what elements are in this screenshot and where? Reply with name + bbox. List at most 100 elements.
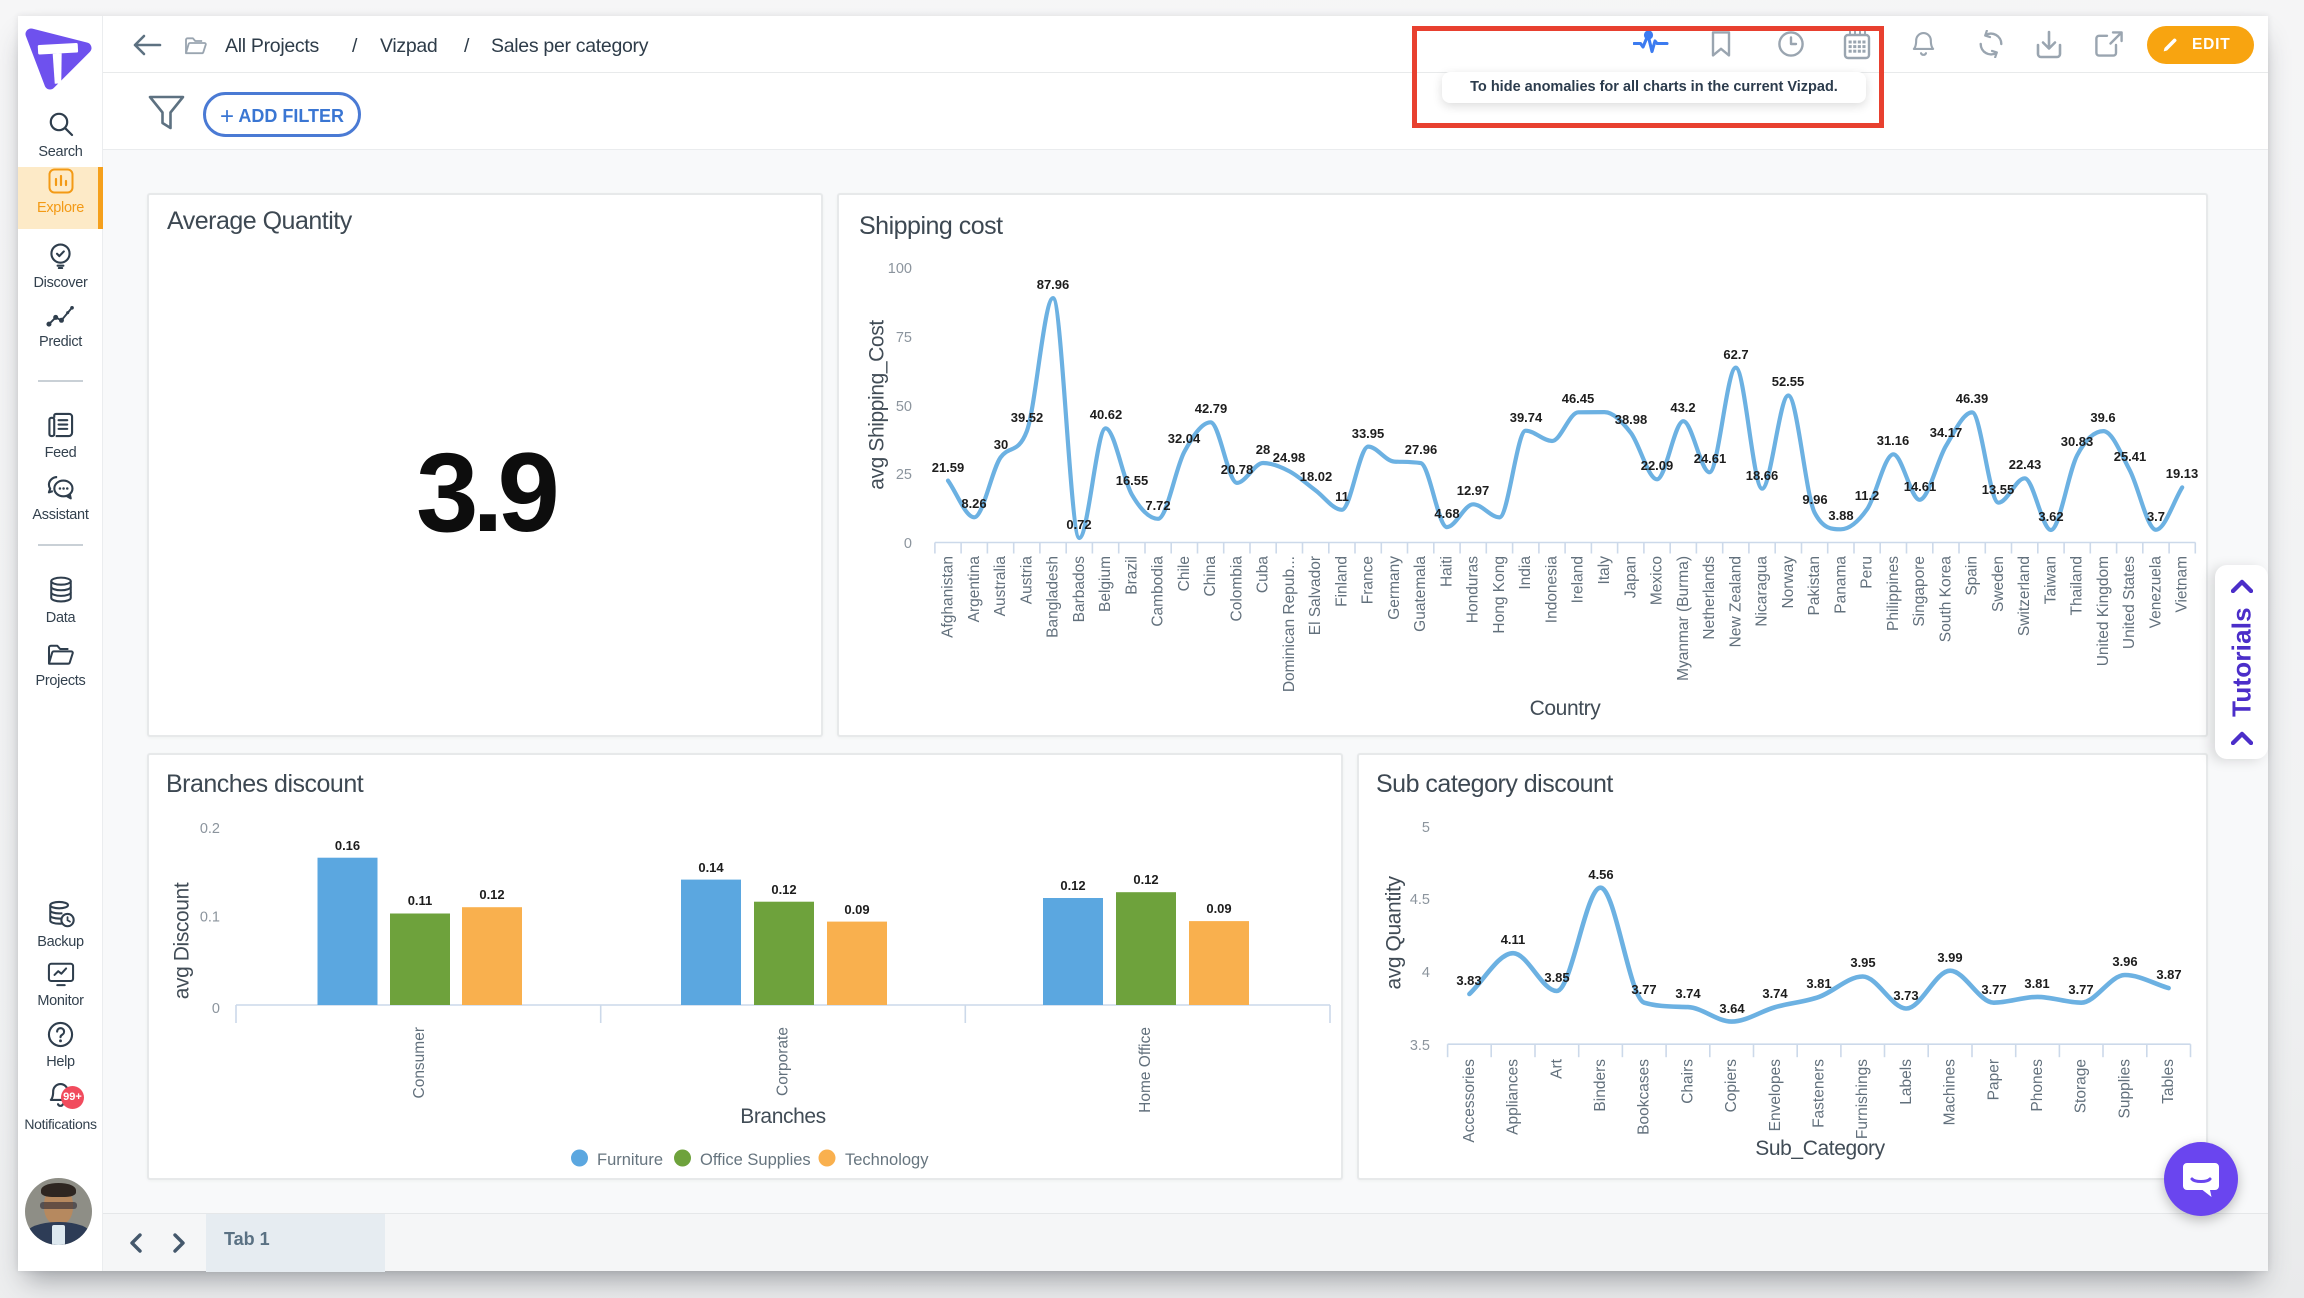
svg-text:32.04: 32.04	[1168, 431, 1201, 446]
svg-text:Paper: Paper	[1985, 1059, 2002, 1100]
svg-text:Appliances: Appliances	[1505, 1059, 1522, 1135]
svg-text:Hong Kong: Hong Kong	[1491, 556, 1508, 634]
svg-text:Argentina: Argentina	[966, 556, 983, 623]
svg-text:New Zealand: New Zealand	[1727, 556, 1744, 647]
svg-text:18.02: 18.02	[1300, 469, 1333, 484]
svg-text:Furniture: Furniture	[597, 1151, 663, 1169]
svg-text:43.2: 43.2	[1670, 400, 1695, 415]
svg-text:Binders: Binders	[1592, 1059, 1609, 1112]
svg-text:Supplies: Supplies	[2116, 1059, 2133, 1119]
svg-text:Ireland: Ireland	[1570, 556, 1587, 603]
svg-text:13.55: 13.55	[1982, 482, 2015, 497]
svg-text:Myanmar (Burma): Myanmar (Burma)	[1675, 556, 1692, 681]
svg-text:3.81: 3.81	[1806, 976, 1831, 991]
svg-text:Netherlands: Netherlands	[1701, 556, 1718, 640]
svg-text:Accessories: Accessories	[1461, 1059, 1478, 1143]
svg-text:Austria: Austria	[1018, 556, 1035, 605]
svg-text:Haiti: Haiti	[1438, 556, 1455, 587]
svg-text:11.2: 11.2	[1855, 488, 1880, 503]
svg-text:75: 75	[896, 330, 912, 346]
svg-text:4.56: 4.56	[1588, 867, 1613, 882]
svg-text:Panama: Panama	[1832, 556, 1849, 614]
svg-text:China: China	[1202, 556, 1219, 597]
svg-text:0.12: 0.12	[1060, 878, 1085, 893]
svg-text:Office Supplies: Office Supplies	[700, 1151, 811, 1169]
svg-text:21.59: 21.59	[932, 460, 965, 475]
svg-text:Spain: Spain	[1964, 556, 1981, 596]
svg-text:Envelopes: Envelopes	[1767, 1059, 1784, 1132]
svg-text:Cuba: Cuba	[1255, 556, 1272, 593]
svg-text:28: 28	[1256, 442, 1270, 457]
svg-text:22.43: 22.43	[2009, 457, 2042, 472]
svg-text:3.74: 3.74	[1675, 986, 1701, 1001]
svg-text:3.5: 3.5	[1410, 1038, 1430, 1054]
svg-text:0.11: 0.11	[408, 893, 433, 908]
svg-text:100: 100	[888, 261, 912, 277]
svg-text:Country: Country	[1530, 697, 1602, 720]
svg-text:25.41: 25.41	[2114, 449, 2147, 464]
svg-text:30: 30	[994, 437, 1008, 452]
svg-text:20.78: 20.78	[1221, 462, 1254, 477]
svg-text:3.83: 3.83	[1456, 973, 1481, 988]
svg-text:46.45: 46.45	[1562, 391, 1595, 406]
svg-text:14.61: 14.61	[1904, 479, 1937, 494]
svg-text:El Salvador: El Salvador	[1307, 556, 1324, 635]
svg-text:Technology: Technology	[845, 1151, 929, 1169]
svg-text:Colombia: Colombia	[1228, 556, 1245, 622]
svg-text:0.12: 0.12	[1133, 872, 1158, 887]
svg-text:39.74: 39.74	[1510, 410, 1543, 425]
svg-text:3.7: 3.7	[2147, 509, 2165, 524]
svg-text:38.98: 38.98	[1615, 412, 1648, 427]
svg-text:39.6: 39.6	[2090, 410, 2115, 425]
svg-text:3.73: 3.73	[1893, 988, 1918, 1003]
svg-text:Labels: Labels	[1898, 1059, 1915, 1105]
svg-text:24.61: 24.61	[1694, 451, 1727, 466]
svg-text:Sub category discount: Sub category discount	[1376, 770, 1613, 798]
svg-text:South Korea: South Korea	[1937, 556, 1954, 643]
svg-text:8.26: 8.26	[961, 496, 986, 511]
svg-text:4.68: 4.68	[1434, 506, 1459, 521]
svg-text:0.1: 0.1	[200, 910, 220, 926]
svg-text:United States: United States	[2121, 556, 2138, 649]
svg-text:9.96: 9.96	[1802, 492, 1827, 507]
svg-text:Art: Art	[1548, 1058, 1565, 1079]
svg-text:Shipping cost: Shipping cost	[859, 212, 1003, 240]
svg-text:24.98: 24.98	[1273, 450, 1306, 465]
svg-text:3.96: 3.96	[2112, 954, 2137, 969]
svg-text:3.62: 3.62	[2038, 509, 2063, 524]
svg-text:87.96: 87.96	[1037, 277, 1070, 292]
svg-text:Singapore: Singapore	[1911, 556, 1928, 627]
svg-text:3.74: 3.74	[1762, 986, 1788, 1001]
svg-text:Pakistan: Pakistan	[1806, 556, 1823, 615]
svg-text:Barbados: Barbados	[1071, 556, 1088, 623]
svg-text:Corporate: Corporate	[775, 1027, 792, 1096]
svg-text:Bookcases: Bookcases	[1636, 1059, 1653, 1135]
svg-text:Storage: Storage	[2073, 1059, 2090, 1113]
svg-text:11: 11	[1335, 489, 1349, 504]
svg-text:Finland: Finland	[1333, 556, 1350, 607]
svg-text:Australia: Australia	[992, 556, 1009, 617]
svg-text:0.2: 0.2	[200, 821, 220, 837]
svg-text:3.77: 3.77	[2068, 982, 2093, 997]
svg-text:31.16: 31.16	[1877, 433, 1910, 448]
svg-text:46.39: 46.39	[1956, 391, 1989, 406]
svg-text:Brazil: Brazil	[1123, 556, 1140, 595]
svg-text:0.72: 0.72	[1066, 517, 1091, 532]
svg-text:3.85: 3.85	[1544, 970, 1569, 985]
svg-text:avg Shipping_Cost: avg Shipping_Cost	[866, 320, 889, 490]
svg-text:0.12: 0.12	[771, 882, 796, 897]
svg-text:Consumer: Consumer	[411, 1027, 428, 1099]
svg-text:Germany: Germany	[1386, 556, 1403, 620]
svg-text:0.16: 0.16	[335, 838, 360, 853]
svg-text:Furnishings: Furnishings	[1854, 1059, 1871, 1139]
svg-text:3.88: 3.88	[1828, 508, 1853, 523]
svg-text:12.97: 12.97	[1457, 483, 1490, 498]
svg-text:3.99: 3.99	[1937, 950, 1962, 965]
svg-text:Taiwan: Taiwan	[2042, 556, 2059, 604]
svg-text:Bangladesh: Bangladesh	[1045, 556, 1062, 638]
svg-text:30.83: 30.83	[2061, 434, 2094, 449]
svg-text:United Kingdom: United Kingdom	[2095, 556, 2112, 666]
svg-text:0.09: 0.09	[844, 902, 869, 917]
svg-text:22.09: 22.09	[1641, 458, 1674, 473]
svg-text:0.14: 0.14	[698, 860, 724, 875]
